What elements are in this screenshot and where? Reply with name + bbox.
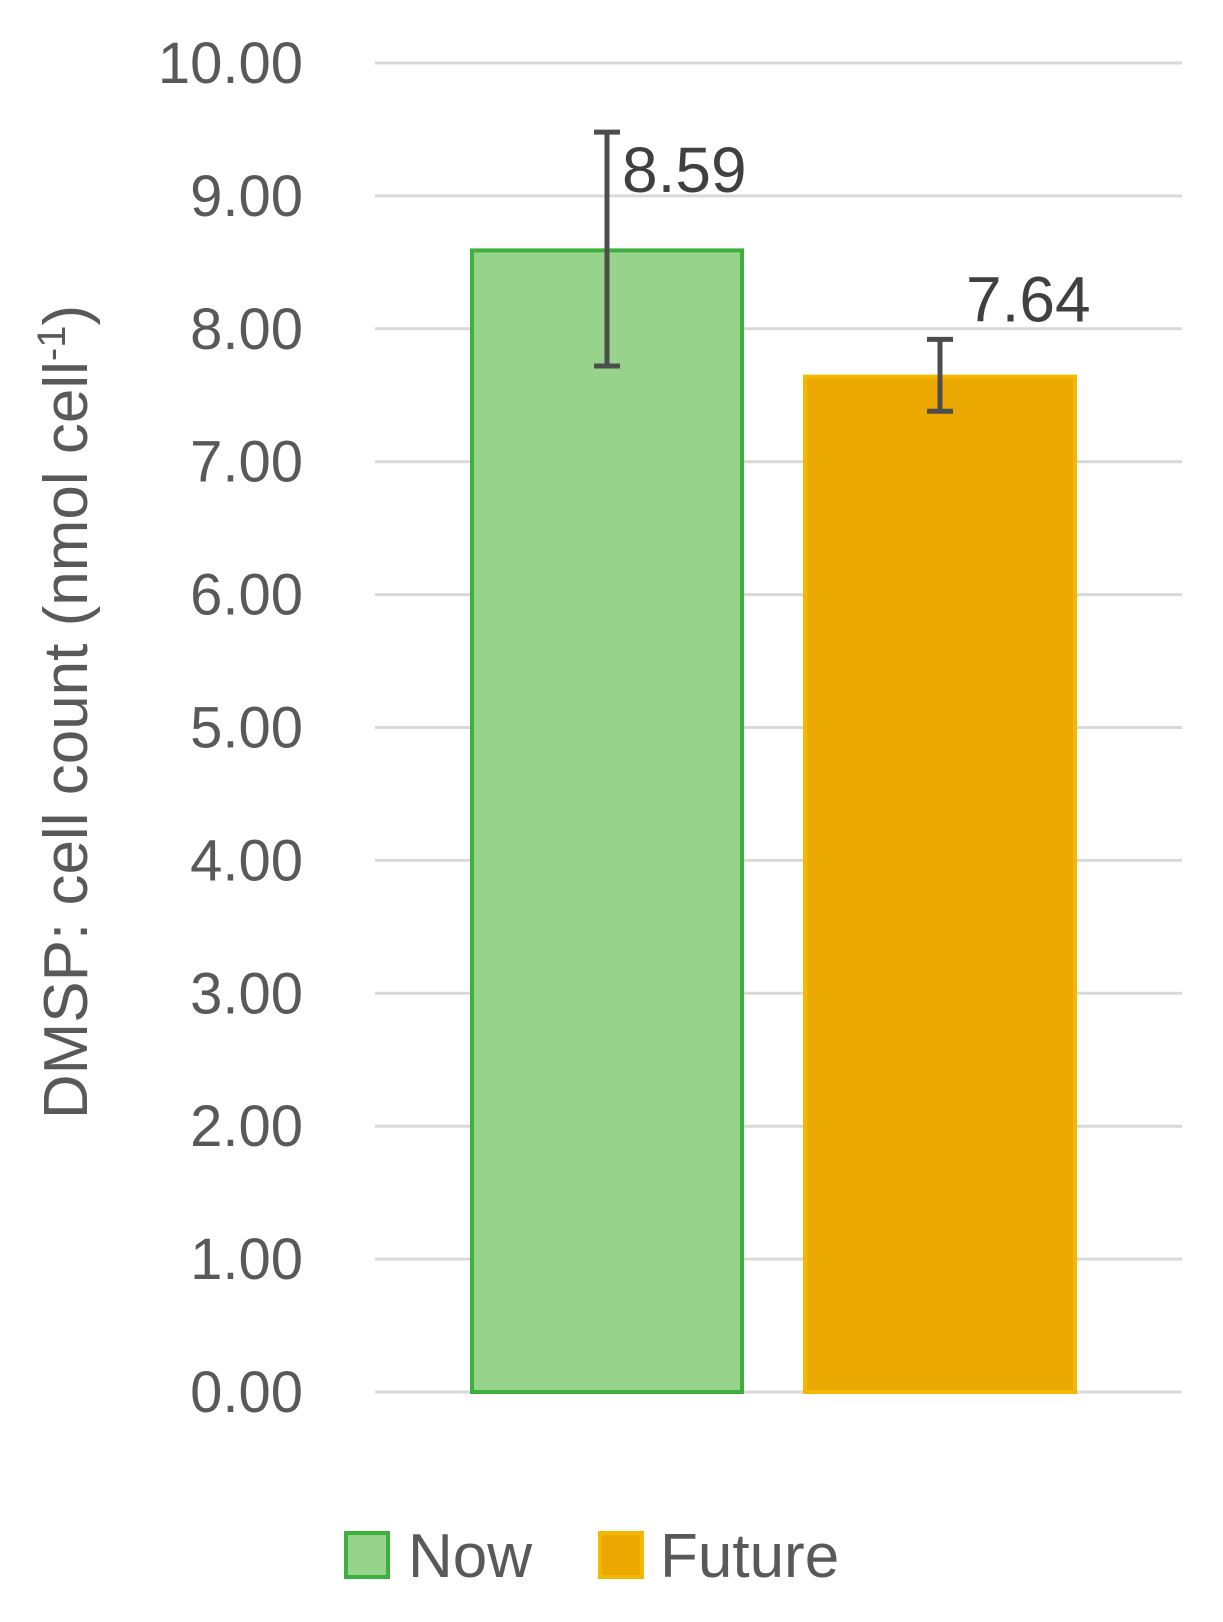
y-tick-label: 7.00 xyxy=(190,430,303,495)
y-axis-title-superscript: -1 xyxy=(30,326,74,362)
y-tick-label: 4.00 xyxy=(190,828,303,893)
legend-swatch-future xyxy=(598,1531,644,1579)
bar-future xyxy=(803,374,1077,1395)
y-axis-ticks: 0.00 1.00 2.00 3.00 4.00 5.00 6.00 7.00 8.00 9.00… xyxy=(158,31,303,1425)
error-bars xyxy=(594,129,953,414)
legend-label-future: Future xyxy=(660,1522,839,1591)
bar-now xyxy=(470,248,744,1394)
y-tick-label: 6.00 xyxy=(190,563,303,628)
y-axis-title: DMSP: cell count (nmol cell-1) xyxy=(30,305,101,1119)
y-tick-label: 0.00 xyxy=(190,1360,303,1425)
y-tick-label: 10.00 xyxy=(158,31,303,96)
y-tick-label: 3.00 xyxy=(190,961,303,1026)
y-tick-label: 8.00 xyxy=(190,297,303,362)
y-tick-label: 9.00 xyxy=(190,164,303,229)
bars xyxy=(470,248,1077,1395)
legend-label-now: Now xyxy=(408,1522,532,1591)
y-axis-title-text: DMSP: cell count (nmol cell xyxy=(32,361,101,1119)
y-tick-label: 5.00 xyxy=(190,696,303,761)
y-tick-label: 1.00 xyxy=(190,1227,303,1292)
y-tick-label: 2.00 xyxy=(190,1094,303,1159)
y-axis-title-suffix: ) xyxy=(32,305,101,326)
legend-swatch-now xyxy=(344,1531,390,1579)
data-label-now: 8.59 xyxy=(622,134,747,206)
data-label-future: 7.64 xyxy=(966,264,1091,336)
legend: Now Future xyxy=(344,1522,839,1591)
data-labels: 8.59 7.64 xyxy=(622,134,1091,336)
